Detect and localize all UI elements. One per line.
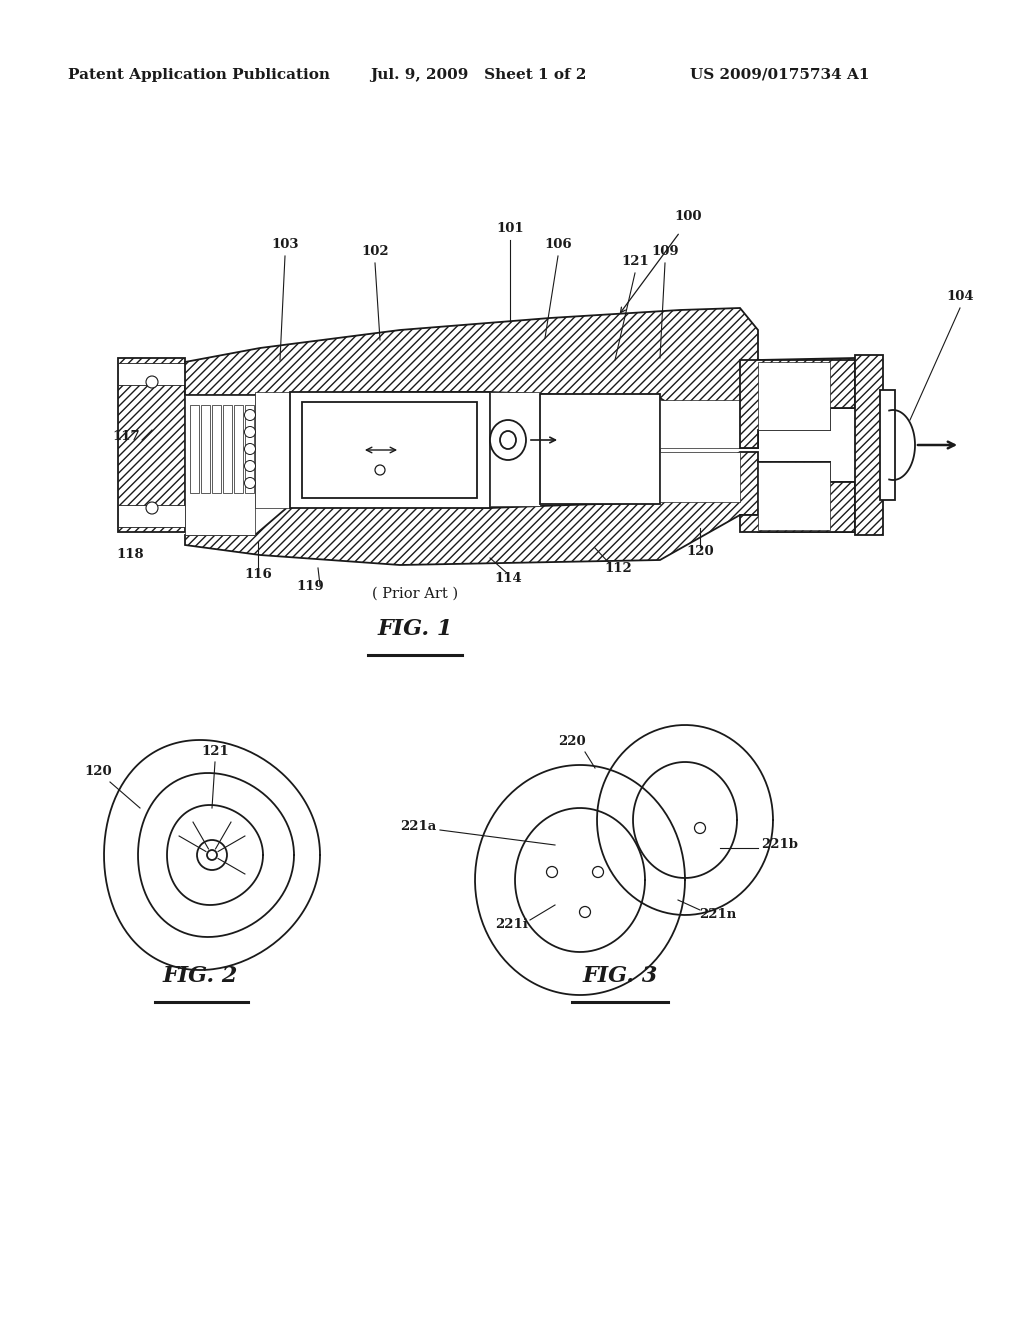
Text: 220: 220	[558, 735, 586, 748]
Bar	[855, 355, 883, 535]
Text: 119: 119	[296, 579, 324, 593]
Text: US 2009/0175734 A1: US 2009/0175734 A1	[690, 69, 869, 82]
Bar	[245, 405, 254, 492]
Bar	[190, 405, 199, 492]
Text: 120: 120	[84, 766, 112, 777]
Text: 221i: 221i	[496, 917, 528, 931]
Text: 106: 106	[544, 238, 571, 251]
Polygon shape	[118, 358, 185, 532]
Text: 109: 109	[651, 246, 679, 257]
Bar	[302, 403, 477, 498]
Text: 116: 116	[244, 568, 272, 581]
Bar	[201, 405, 210, 492]
Polygon shape	[185, 308, 855, 447]
Ellipse shape	[490, 420, 526, 459]
Circle shape	[547, 866, 557, 878]
Circle shape	[694, 822, 706, 833]
Text: 112: 112	[604, 562, 632, 576]
Bar	[660, 451, 740, 502]
Circle shape	[245, 426, 256, 437]
Text: 117: 117	[113, 430, 140, 444]
Circle shape	[245, 461, 256, 471]
Text: ( Prior Art ): ( Prior Art )	[372, 587, 458, 601]
Text: 101: 101	[497, 222, 524, 235]
Circle shape	[593, 866, 603, 878]
Polygon shape	[185, 451, 855, 565]
Bar	[212, 405, 221, 492]
Ellipse shape	[500, 432, 516, 449]
Bar	[758, 462, 830, 531]
Text: 102: 102	[361, 246, 389, 257]
Bar	[185, 395, 255, 535]
Circle shape	[245, 409, 256, 421]
Text: 221b: 221b	[762, 838, 799, 851]
Bar	[490, 392, 540, 506]
Text: Jul. 9, 2009   Sheet 1 of 2: Jul. 9, 2009 Sheet 1 of 2	[370, 69, 587, 82]
Text: 100: 100	[674, 210, 701, 223]
Circle shape	[146, 502, 158, 513]
Bar	[223, 405, 232, 492]
Text: 221n: 221n	[699, 908, 736, 921]
Bar	[118, 506, 185, 527]
Text: 221a: 221a	[400, 820, 436, 833]
Bar	[540, 393, 660, 504]
Text: 103: 103	[271, 238, 299, 251]
Circle shape	[375, 465, 385, 475]
Bar	[290, 392, 490, 508]
Circle shape	[245, 444, 256, 454]
Polygon shape	[740, 462, 855, 532]
Text: FIG. 2: FIG. 2	[163, 965, 238, 987]
Text: 120: 120	[686, 545, 714, 558]
Bar	[660, 400, 740, 447]
Circle shape	[197, 840, 227, 870]
Circle shape	[146, 376, 158, 388]
Text: Patent Application Publication: Patent Application Publication	[68, 69, 330, 82]
Text: FIG. 3: FIG. 3	[583, 965, 657, 987]
Text: 104: 104	[946, 290, 974, 304]
Polygon shape	[740, 360, 855, 447]
Text: 118: 118	[116, 548, 143, 561]
Circle shape	[207, 850, 217, 861]
Bar	[880, 389, 895, 500]
Text: 121: 121	[622, 255, 649, 268]
Bar	[758, 362, 830, 430]
Text: FIG. 1: FIG. 1	[377, 618, 453, 640]
Circle shape	[245, 478, 256, 488]
Text: 114: 114	[495, 572, 522, 585]
Bar	[118, 363, 185, 385]
Text: 121: 121	[201, 744, 229, 758]
Circle shape	[580, 907, 591, 917]
Bar	[234, 405, 243, 492]
Bar	[255, 392, 290, 508]
